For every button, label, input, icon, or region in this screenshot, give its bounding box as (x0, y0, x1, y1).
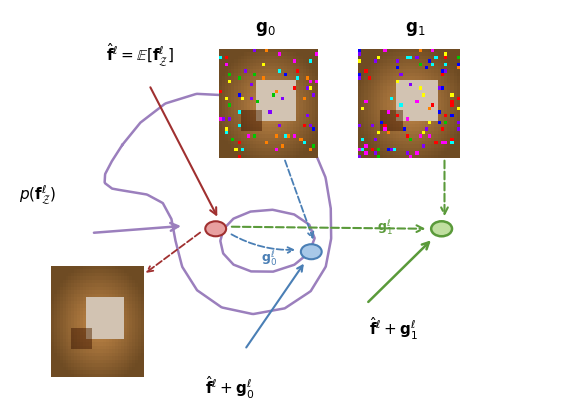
Text: $\hat{\mathbf{f}}^\ell = \mathbb{E}[\mathbf{f}^\ell_\mathcal{Z}]$: $\hat{\mathbf{f}}^\ell = \mathbb{E}[\mat… (107, 42, 175, 69)
Text: $p(\mathbf{f}^\ell_\mathcal{Z})$: $p(\mathbf{f}^\ell_\mathcal{Z})$ (19, 183, 56, 207)
Text: $\hat{\mathbf{f}}^\ell + \mathbf{g}^\ell_1$: $\hat{\mathbf{f}}^\ell + \mathbf{g}^\ell… (369, 316, 418, 342)
Text: $\mathbf{g}_1$: $\mathbf{g}_1$ (405, 19, 426, 37)
Text: $\mathbf{g}^\ell_0$: $\mathbf{g}^\ell_0$ (261, 248, 277, 268)
Text: $\hat{\mathbf{f}}^\ell + \mathbf{g}^\ell_0$: $\hat{\mathbf{f}}^\ell + \mathbf{g}^\ell… (205, 374, 255, 401)
Circle shape (301, 244, 322, 259)
Text: $\mathbf{g}_0$: $\mathbf{g}_0$ (254, 19, 275, 37)
Circle shape (431, 221, 452, 236)
Circle shape (205, 221, 226, 236)
Text: $\mathbf{g}^\ell_1$: $\mathbf{g}^\ell_1$ (377, 218, 392, 237)
